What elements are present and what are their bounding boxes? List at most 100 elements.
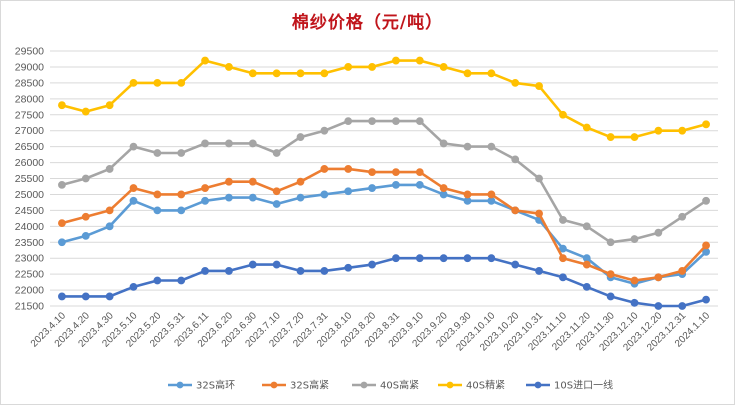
data-point: [344, 117, 353, 126]
data-point: [105, 292, 114, 301]
data-point: [392, 117, 400, 126]
data-point: [487, 69, 496, 78]
data-point: [272, 260, 281, 269]
y-tick-label: 24500: [15, 205, 44, 217]
data-point: [248, 260, 257, 269]
data-point: [654, 302, 663, 310]
data-point: [511, 78, 520, 87]
gridlines: [50, 50, 718, 307]
x-axis: 2023.4.102023.4.202023.4.302023.5.102023…: [29, 310, 713, 353]
data-point: [439, 184, 448, 192]
legend-label: 40S高紧: [380, 379, 419, 392]
data-point: [511, 260, 520, 269]
data-point: [248, 69, 257, 78]
legend-marker: [446, 381, 454, 389]
data-point: [201, 196, 209, 205]
data-point: [415, 117, 424, 126]
data-point: [392, 254, 400, 263]
data-point: [535, 209, 543, 218]
data-point: [582, 254, 591, 263]
data-point: [320, 190, 329, 199]
data-point: [511, 155, 520, 164]
data-point: [463, 190, 472, 199]
data-point: [58, 238, 66, 247]
data-point: [368, 168, 376, 177]
data-point: [559, 110, 567, 119]
data-point: [248, 177, 257, 186]
data-point: [487, 196, 496, 205]
data-point: [678, 267, 687, 275]
data-point: [344, 63, 353, 71]
data-point: [439, 139, 448, 148]
data-point: [225, 193, 233, 202]
data-point: [606, 238, 615, 247]
data-point: [487, 142, 496, 151]
y-tick-label: 24000: [15, 221, 44, 233]
data-point: [81, 107, 90, 116]
data-point: [225, 177, 233, 186]
data-point: [702, 241, 710, 250]
data-point: [415, 254, 424, 263]
data-point: [654, 273, 663, 282]
data-point: [463, 69, 472, 78]
legend-label: 32S高紧: [290, 379, 329, 392]
data-point: [535, 267, 543, 275]
data-point: [225, 63, 233, 71]
data-point: [153, 149, 162, 157]
data-point: [225, 139, 233, 148]
y-tick-label: 28000: [15, 93, 44, 105]
legend-marker: [176, 381, 184, 389]
data-point: [559, 273, 567, 282]
y-axis: 21500 22000 22500 23000 23500 24000 24500 25000…: [15, 46, 44, 313]
data-point: [368, 260, 376, 269]
data-point: [248, 139, 257, 148]
data-point: [654, 228, 663, 237]
data-point: [320, 267, 329, 275]
data-point: [177, 276, 186, 285]
data-point: [368, 63, 376, 71]
data-point: [630, 235, 639, 243]
data-point: [630, 276, 639, 285]
data-point: [81, 231, 90, 240]
legend-label: 32S高环: [196, 379, 235, 392]
data-point: [392, 180, 400, 189]
series-lines: [58, 56, 710, 310]
data-point: [153, 190, 162, 199]
data-point: [559, 216, 567, 224]
y-tick-label: 25500: [15, 173, 44, 185]
data-point: [535, 174, 543, 183]
y-tick-label: 22000: [15, 285, 44, 297]
data-point: [296, 69, 305, 78]
data-point: [654, 126, 663, 135]
data-point: [559, 254, 567, 263]
series-line: [61, 256, 707, 308]
data-point: [177, 206, 186, 215]
data-point: [582, 222, 591, 231]
data-point: [368, 184, 376, 192]
data-point: [58, 219, 66, 228]
y-tick-label: 27500: [15, 109, 44, 121]
legend-label: 40S精紧: [466, 379, 505, 392]
data-point: [320, 69, 329, 78]
data-point: [630, 133, 639, 141]
legend-marker: [270, 381, 278, 389]
data-point: [201, 139, 209, 148]
series-line: [61, 183, 707, 286]
legend: 32S高环 32S高紧 40S高紧 40S精紧 10S进口一线: [168, 379, 613, 392]
data-point: [344, 165, 353, 173]
data-point: [201, 184, 209, 192]
y-tick-label: 28500: [15, 77, 44, 89]
data-point: [415, 168, 424, 177]
y-tick-label: 25000: [15, 189, 44, 201]
data-point: [559, 244, 567, 253]
data-point: [320, 165, 329, 173]
data-point: [129, 142, 138, 151]
series-line: [61, 59, 707, 139]
data-point: [439, 254, 448, 263]
data-point: [415, 56, 424, 65]
data-point: [105, 222, 114, 231]
data-point: [105, 101, 114, 110]
data-point: [606, 270, 615, 279]
data-point: [535, 82, 543, 90]
data-point: [58, 180, 66, 189]
